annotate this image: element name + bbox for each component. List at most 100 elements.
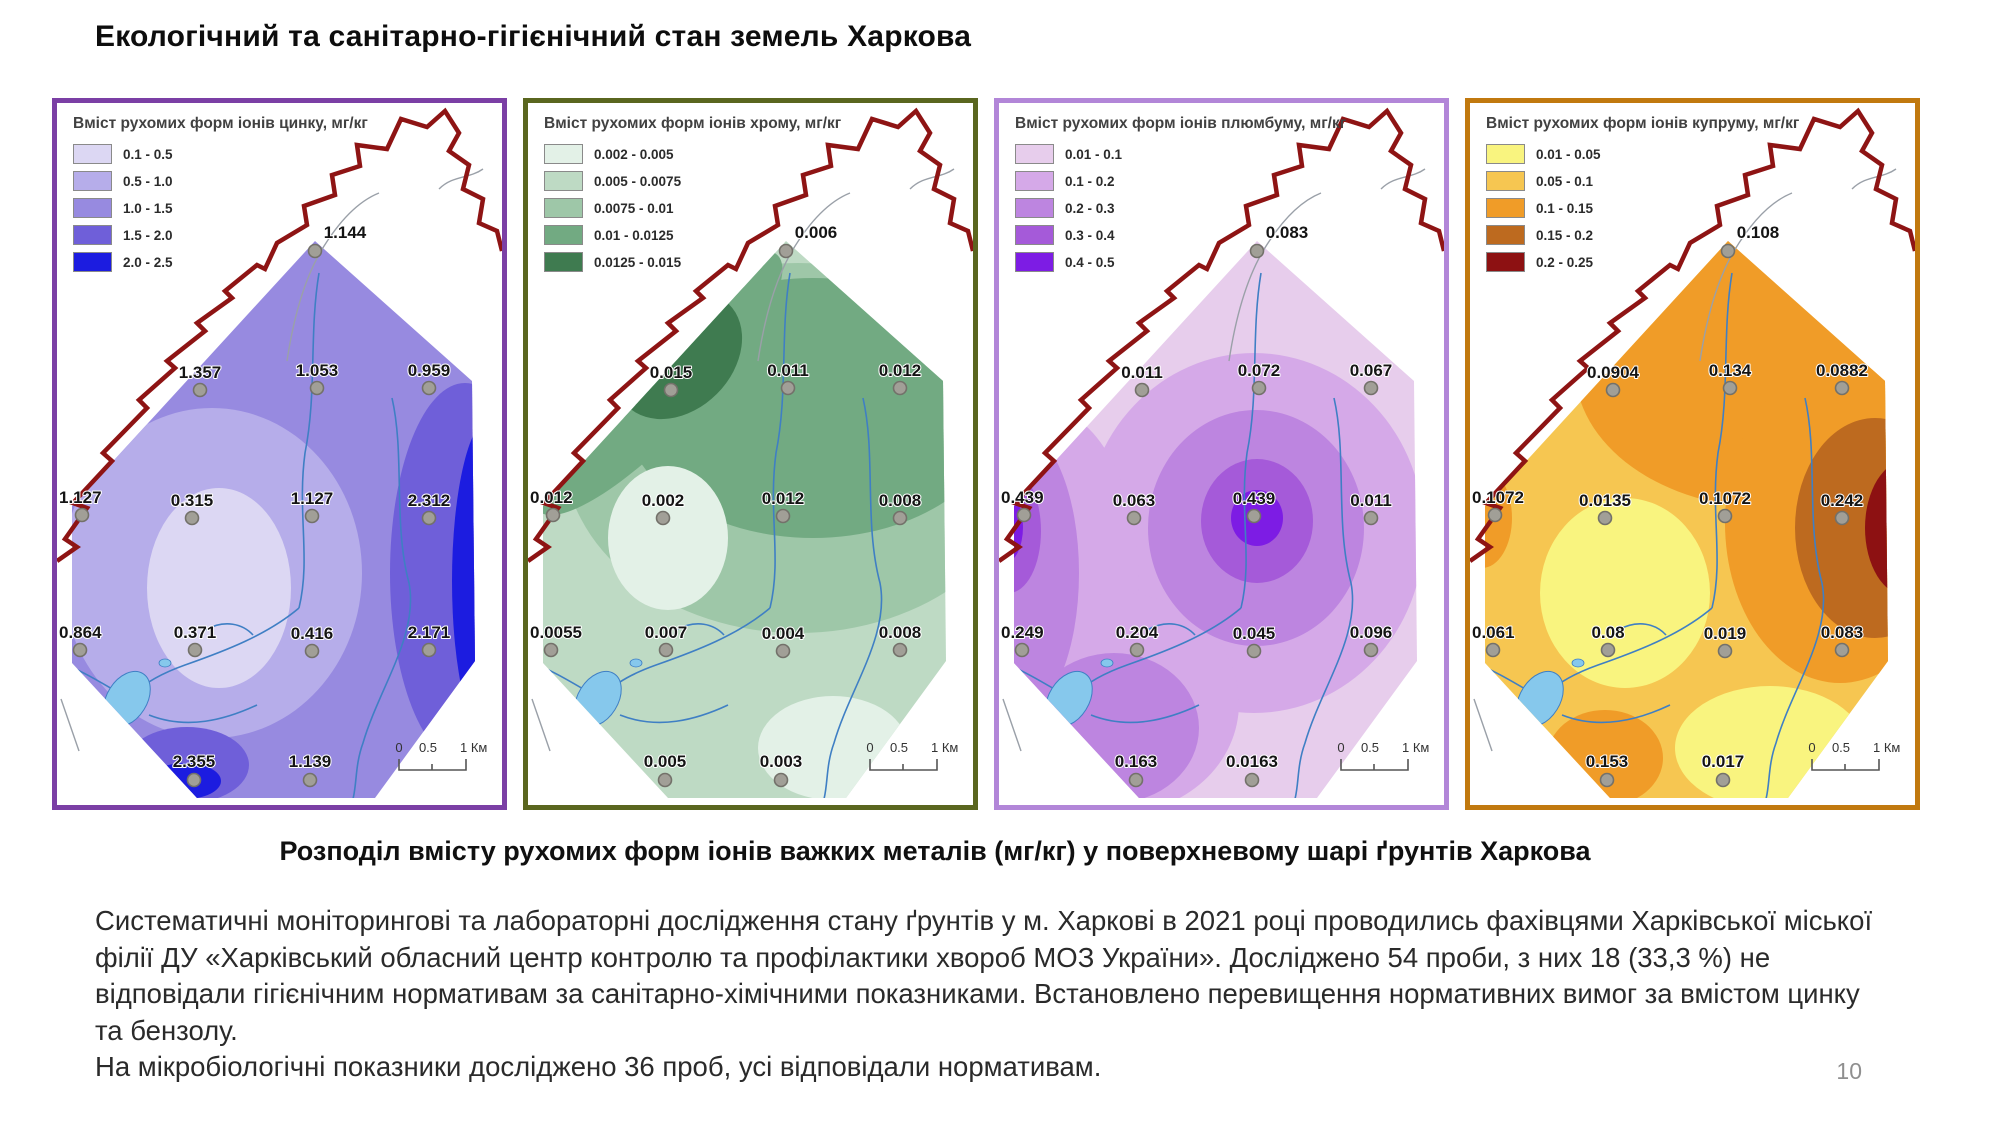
sample-point-marker — [74, 507, 90, 523]
sample-value-label: 0.003 — [760, 752, 803, 771]
district-line — [531, 698, 551, 752]
legend-row: 2.0 - 2.5 — [73, 252, 368, 272]
legend-swatch — [73, 252, 112, 272]
legend-title: Вміст рухомих форм іонів купруму, мг/кг — [1486, 115, 1800, 132]
sample-value-label: 0.008 — [879, 491, 922, 510]
scale-bar-ticks — [1811, 759, 1880, 771]
sample-point-marker — [1363, 642, 1379, 658]
legend-range-label: 0.0125 - 0.015 — [594, 254, 682, 270]
scale-bar: 0 0.5 1 Км — [395, 740, 487, 771]
sample-value-label: 0.163 — [1115, 752, 1158, 771]
sample-point: 0.061 — [1471, 622, 1516, 658]
legend-row: 0.0075 - 0.01 — [544, 198, 841, 218]
scale-bar-ticks — [1340, 759, 1409, 771]
sample-point-marker — [1605, 382, 1621, 398]
sample-value-label: 0.153 — [1586, 752, 1629, 771]
river-line — [675, 623, 725, 636]
sample-value-label: 0.1072 — [1472, 488, 1524, 507]
sample-point-marker — [1597, 510, 1613, 526]
legend-row: 1.5 - 2.0 — [73, 225, 368, 245]
sample-value-label: 0.017 — [1702, 752, 1745, 771]
sample-value-label: 0.012 — [762, 489, 805, 508]
sample-point-marker — [421, 642, 437, 658]
sample-point-marker — [1599, 772, 1615, 788]
sample-point-marker — [1244, 772, 1260, 788]
sample-point: 0.0163 — [1225, 751, 1279, 788]
sample-point: 0.012 — [529, 487, 574, 523]
contour-blob — [1865, 460, 1888, 596]
scale-bar: 0 0.5 1 Км — [1808, 740, 1900, 771]
sample-point: 0.08 — [1590, 622, 1626, 658]
district-line — [60, 698, 80, 752]
sample-point: 0.1072 — [1698, 488, 1752, 524]
sample-value-label: 0.959 — [408, 361, 451, 380]
scale-bar-label: 1 Км — [1402, 740, 1429, 755]
sample-point: 0.416 — [290, 623, 334, 659]
sample-point-marker — [1129, 642, 1145, 658]
scale-bar-label: 1 Км — [1873, 740, 1900, 755]
legend-swatch — [544, 198, 583, 218]
legend-range-label: 0.3 - 0.4 — [1065, 227, 1115, 243]
map-canvas-chromium: 0.006 0.015 0.011 0.012 0.012 0.002 0.012 0.008… — [528, 107, 973, 798]
legend-row: 0.4 - 0.5 — [1015, 252, 1346, 272]
legend-rows: 0.1 - 0.5 0.5 - 1.0 1.0 - 1.5 1.5 - 2.0 2.0 … — [73, 144, 368, 272]
sample-point: 0.012 — [878, 360, 922, 396]
legend-swatch — [1015, 171, 1054, 191]
sample-point-marker — [773, 772, 789, 788]
scale-bar-label: 1 Км — [931, 740, 958, 755]
sample-point-marker — [775, 508, 791, 524]
sample-point: 0.096 — [1349, 622, 1393, 658]
sample-point-marker — [657, 772, 673, 788]
district-line — [909, 168, 955, 190]
sample-point-marker — [304, 643, 320, 659]
sample-value-label: 1.127 — [59, 488, 102, 507]
page-number: 10 — [1836, 1058, 1862, 1084]
legend-swatch — [544, 225, 583, 245]
city-boundary — [1470, 107, 1915, 563]
paragraph-monitoring: Систематичні моніторингові та лабораторн… — [95, 905, 1873, 1046]
sample-point: 0.1072 — [1471, 487, 1525, 523]
legend-range-label: 0.1 - 0.2 — [1065, 173, 1115, 189]
sample-value-label: 0.011 — [1121, 363, 1163, 382]
river-line — [1240, 272, 1262, 609]
legend-rows: 0.01 - 0.1 0.1 - 0.2 0.2 - 0.3 0.3 - 0.4 0.4… — [1015, 144, 1346, 272]
sample-point-marker — [543, 642, 559, 658]
river-line — [1765, 397, 1825, 798]
sample-point-marker — [309, 380, 325, 396]
legend-row: 0.3 - 0.4 — [1015, 225, 1346, 245]
page-title: Екологічний та санітарно-гігієнічний ста… — [95, 20, 972, 53]
scale-bar-label: 0.5 — [1361, 740, 1379, 755]
sample-point-marker — [1246, 643, 1262, 659]
legend-range-label: 0.01 - 0.0125 — [594, 227, 674, 243]
sample-value-label: 0.005 — [644, 752, 687, 771]
sample-point-marker — [302, 772, 318, 788]
sample-point: 0.439 — [1232, 488, 1276, 524]
sample-point: 0.371 — [173, 622, 217, 658]
scale-bar-label: 0.5 — [890, 740, 908, 755]
legend-row: 0.15 - 0.2 — [1486, 225, 1799, 245]
sample-point-marker — [1722, 380, 1738, 396]
legend-swatch — [1015, 225, 1054, 245]
map-legend: Вміст рухомих форм іонів плюмбуму, мг/кг… — [1015, 115, 1346, 279]
legend-range-label: 0.1 - 0.5 — [123, 146, 173, 162]
district-line — [1002, 698, 1022, 752]
map-panel-zinc: Вміст рухомих форм іонів цинку, мг/кг 0.… — [52, 98, 507, 810]
sample-value-label: 0.108 — [1737, 223, 1780, 242]
sample-point-marker — [421, 510, 437, 526]
sample-point: 1.139 — [288, 751, 332, 788]
sample-point: 1.053 — [295, 360, 339, 396]
contour-layers — [72, 272, 475, 798]
legend-swatch — [1486, 144, 1525, 164]
sample-point-marker — [545, 507, 561, 523]
sample-value-label: 2.355 — [173, 752, 216, 771]
legend-row: 0.1 - 0.5 — [73, 144, 368, 164]
river-line — [204, 623, 254, 636]
sample-point-marker — [1485, 642, 1501, 658]
sample-point-marker — [1715, 772, 1731, 788]
sample-value-label: 2.171 — [408, 623, 451, 642]
sample-value-label: 0.096 — [1350, 623, 1393, 642]
legend-range-label: 1.0 - 1.5 — [123, 200, 173, 216]
sample-point-marker — [1834, 510, 1850, 526]
pond — [1100, 658, 1114, 668]
scale-bar-label: 0.5 — [419, 740, 437, 755]
